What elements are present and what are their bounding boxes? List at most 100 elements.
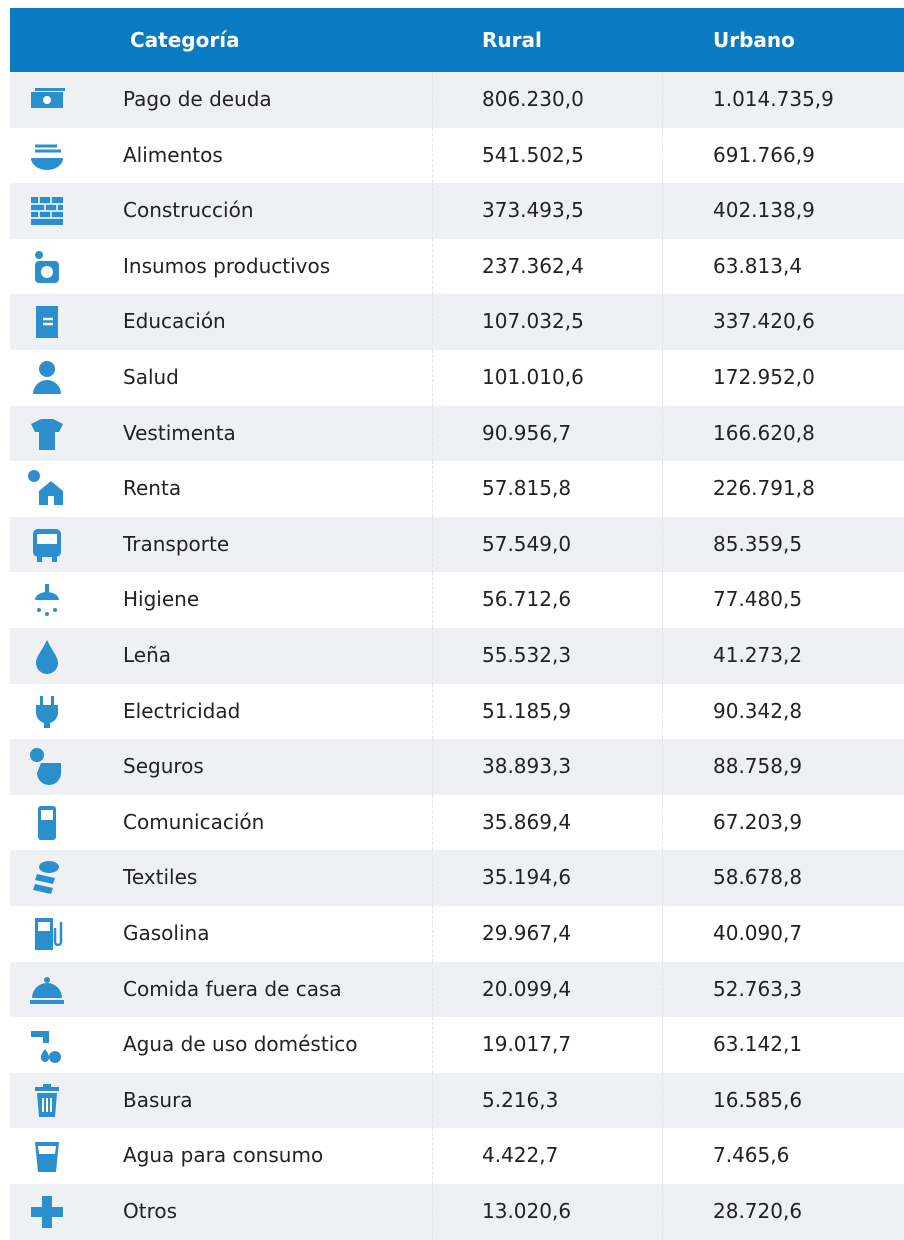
value-cell: 63.142,1 [713,1032,803,1057]
column-separator [432,127,433,184]
category-icon [33,861,59,895]
column-separator [662,628,663,684]
table-row: Leña 55.532,3 41.273,2 [10,628,904,684]
column-separator [662,961,663,1018]
category-icon [31,197,63,226]
table-row: Salud 101.010,6 172.952,0 [10,350,904,406]
header-cell: Categoría [130,28,240,52]
column-separator [662,127,663,184]
column-separator [432,794,433,851]
header-cell: Urbano [713,28,795,52]
value-cell: 40.090,7 [713,921,803,945]
table-row: Seguros 38.893,3 88.758,9 [10,739,904,795]
column-separator [662,683,663,740]
table-row: Agua para consumo 4.422,7 7.465,6 [10,1128,904,1184]
column-separator [432,961,433,1018]
value-cell: 77.480,5 [713,587,803,612]
category-cell: Renta [123,476,182,501]
category-icon [28,470,63,506]
column-separator [662,794,663,851]
category-cell: Transporte [123,531,230,556]
table-row: Basura 5.216,3 16.585,6 [10,1072,904,1129]
table-row: Alimentos 541.502,5 691.766,9 [10,127,904,184]
value-cell: 67.203,9 [713,809,803,834]
category-icon [36,695,58,728]
column-separator [662,461,663,517]
header-cell: Rural [482,28,542,52]
column-separator [662,739,663,795]
category-icon [31,88,65,108]
category-cell: Comunicación [123,809,265,834]
column-separator [662,1128,663,1184]
value-cell: 4.422,7 [482,1143,559,1168]
column-separator [432,1184,433,1240]
category-icon [35,1142,59,1173]
value-cell: 237.362,4 [482,253,584,278]
table-row: Gasolina 29.967,4 40.090,7 [10,906,904,962]
category-icon [31,1031,61,1064]
category-cell: Salud [123,365,179,389]
category-icon [38,805,56,840]
category-cell: Agua para consumo [123,1143,324,1168]
category-cell: Agua de uso doméstico [123,1032,358,1057]
category-cell: Basura [123,1087,193,1112]
category-icon [35,584,59,617]
category-cell: Higiene [123,587,200,612]
category-cell: Leña [123,643,172,667]
value-cell: 88.758,9 [713,754,803,779]
category-icon [35,1083,59,1117]
table-row: Renta 57.815,8 226.791,8 [10,461,904,517]
value-cell: 35.869,4 [482,809,572,834]
table-header: Categoría Rural Urbano [10,8,904,72]
value-cell: 691.766,9 [713,142,815,167]
value-cell: 1.014.735,9 [713,87,834,111]
column-separator [662,72,663,128]
column-separator [432,572,433,628]
column-separator [432,183,433,239]
column-separator [432,294,433,350]
value-cell: 57.815,8 [482,476,572,501]
column-separator [662,850,663,906]
column-separator [432,516,433,573]
column-separator [662,1184,663,1240]
category-icon [36,306,58,339]
value-cell: 51.185,9 [482,698,572,723]
category-icon [30,976,64,1004]
column-separator [432,739,433,795]
column-separator [432,628,433,684]
value-cell: 107.032,5 [482,309,584,334]
category-cell: Comida fuera de casa [123,976,342,1001]
category-icon [33,528,61,562]
value-cell: 57.549,0 [482,531,572,556]
column-separator [662,350,663,406]
table-row: Higiene 56.712,6 77.480,5 [10,572,904,628]
category-cell: Alimentos [123,142,223,167]
column-separator [432,72,433,128]
column-separator [662,1017,663,1073]
category-cell: Gasolina [123,921,210,945]
category-cell: Educación [123,309,226,334]
value-cell: 28.720,6 [713,1199,803,1223]
category-cell: Vestimenta [123,420,236,445]
value-cell: 85.359,5 [713,531,803,556]
column-separator [432,1128,433,1184]
table-row: Otros 13.020,6 28.720,6 [10,1184,904,1240]
column-separator [432,906,433,962]
table-row: Agua de uso doméstico 19.017,7 63.142,1 [10,1017,904,1073]
column-separator [432,238,433,295]
category-cell: Pago de deuda [123,87,272,111]
table-row: Electricidad 51.185,9 90.342,8 [10,683,904,740]
value-cell: 55.532,3 [482,643,572,667]
value-cell: 56.712,6 [482,587,572,612]
column-separator [662,516,663,573]
value-cell: 90.956,7 [482,420,572,445]
column-separator [432,1072,433,1129]
value-cell: 166.620,8 [713,420,815,445]
category-icon [30,748,61,786]
value-cell: 5.216,3 [482,1087,559,1112]
value-cell: 226.791,8 [713,476,815,501]
value-cell: 38.893,3 [482,754,572,779]
table-row: Pago de deuda 806.230,0 1.014.735,9 [10,72,904,128]
column-separator [432,850,433,906]
value-cell: 52.763,3 [713,976,803,1001]
